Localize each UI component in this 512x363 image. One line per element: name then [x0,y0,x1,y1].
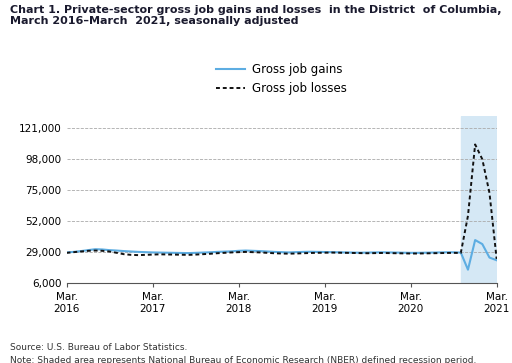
Bar [461,116,497,283]
Text: Note: Shaded area represents National Bureau of Economic Research (NBER) defined: Note: Shaded area represents National Bu… [10,356,477,363]
Text: Source: U.S. Bureau of Labor Statistics.: Source: U.S. Bureau of Labor Statistics. [10,343,187,352]
Text: Chart 1. Private-sector gross job gains and losses  in the District  of Columbia: Chart 1. Private-sector gross job gains … [10,5,502,16]
Text: March 2016–March  2021, seasonally adjusted: March 2016–March 2021, seasonally adjust… [10,16,298,26]
Legend: Gross job gains, Gross job losses: Gross job gains, Gross job losses [211,58,352,100]
